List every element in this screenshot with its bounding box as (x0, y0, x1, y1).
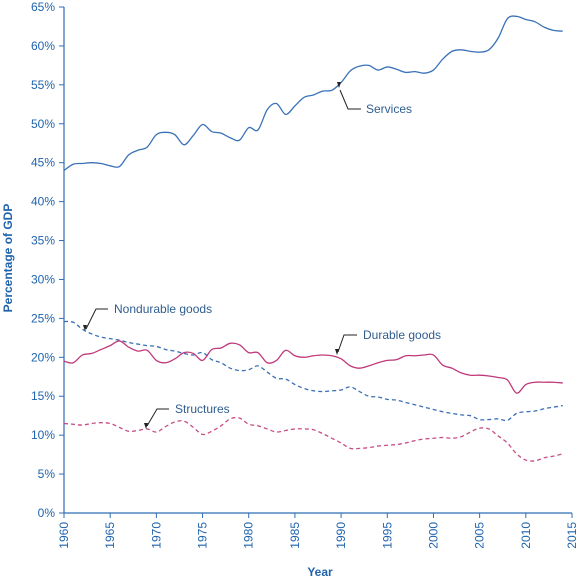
y-tick-label: 40% (31, 195, 55, 209)
y-tick-label: 60% (31, 39, 55, 53)
series-line-nondurable-goods (63, 320, 563, 422)
annotation-arrowhead-durable-goods (335, 349, 339, 355)
annotation-arrowhead-services (337, 82, 341, 88)
y-tick-label: 0% (38, 506, 56, 520)
y-tick-label: 25% (31, 311, 55, 325)
y-tick-label: 20% (31, 350, 55, 364)
y-tick-label: 50% (31, 117, 55, 131)
annotation-leader-durable-goods (337, 334, 357, 353)
x-tick-label: 1960 (57, 522, 71, 549)
x-tick-label: 1980 (242, 522, 256, 549)
y-tick-label: 35% (31, 234, 55, 248)
y-tick-label: 45% (31, 156, 55, 170)
annotation-label-services: Services (366, 102, 412, 116)
x-tick-label: 1970 (149, 522, 163, 549)
x-tick-label: 2015 (565, 522, 579, 549)
y-tick-label: 15% (31, 389, 55, 403)
y-tick-label: 55% (31, 78, 55, 92)
x-tick-label: 1995 (380, 522, 394, 549)
annotation-leader-services (339, 89, 361, 110)
annotation-leader-structures (146, 408, 169, 427)
y-tick-label: 5% (38, 467, 56, 481)
annotations: Services Nondurable goods Durable goods Str… (83, 82, 441, 429)
x-tick-label: 2010 (519, 522, 533, 549)
annotation-label-structures: Structures (175, 402, 230, 416)
series-lines (63, 15, 563, 462)
series-line-structures (63, 416, 563, 462)
x-tick-label: 2000 (426, 522, 440, 549)
annotation-label-nondurable-goods: Nondurable goods (114, 302, 212, 316)
annotation-leader-nondurable-goods (85, 308, 108, 330)
annotation-arrowhead-nondurable-goods (83, 325, 87, 331)
y-axis-title: Percentage of GDP (1, 204, 15, 313)
x-tick-label: 1975 (196, 522, 210, 549)
x-axis-title: Year (307, 565, 333, 579)
x-tick-label: 1985 (288, 522, 302, 549)
annotation-label-durable-goods: Durable goods (363, 328, 441, 342)
y-tick-label: 30% (31, 272, 55, 286)
x-tick-label: 1990 (334, 522, 348, 549)
series-line-durable-goods (63, 340, 563, 394)
series-line-services (63, 15, 563, 172)
annotation-arrowhead-structures (144, 423, 148, 429)
x-tick-label: 2005 (473, 522, 487, 549)
axes: 0% 5% 10% 15% 20% 25% 30% 35% 40% 45% 50% 55% 60% 65%… (31, 0, 579, 549)
y-tick-label: 65% (31, 0, 55, 14)
y-tick-label: 10% (31, 428, 55, 442)
x-tick-label: 1965 (103, 522, 117, 549)
